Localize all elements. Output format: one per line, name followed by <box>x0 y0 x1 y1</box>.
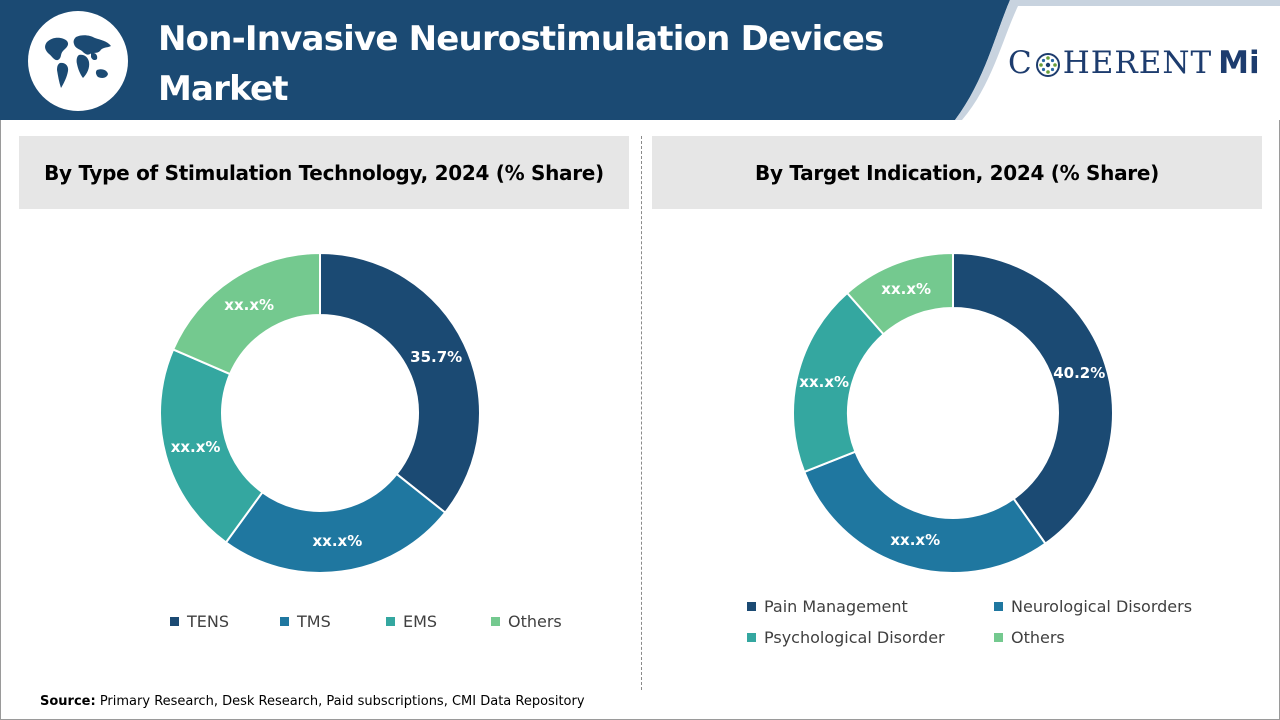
legend-label: Neurological Disorders <box>1011 597 1193 616</box>
legend-label: Psychological Disorder <box>764 628 945 647</box>
data-label-ems: xx.x% <box>171 438 221 456</box>
slice-neurological-disorders <box>802 450 1047 574</box>
data-label-psychological-disorder: xx.x% <box>799 373 849 391</box>
data-label-others: xx.x% <box>881 280 931 298</box>
logo-mi: Mi <box>1218 45 1260 81</box>
legend-swatch <box>386 617 395 626</box>
title-line-1: Non-Invasive Neurostimulation Devices <box>158 19 884 59</box>
data-label-others: xx.x% <box>224 296 274 314</box>
logo-word: HERENT <box>1062 45 1213 81</box>
legend-label: TMS <box>297 612 331 631</box>
slice-others <box>171 251 321 376</box>
source-label: Source: <box>40 694 96 709</box>
legend-swatch <box>491 617 500 626</box>
slice-others <box>845 251 954 336</box>
chart-title-left: By Type of Stimulation Technology, 2024 … <box>19 136 629 209</box>
legend-item-pain-management: Pain Management <box>747 597 908 616</box>
legend-swatch <box>994 633 1003 642</box>
donut-chart-indication: 40.2% xx.x% xx.x% xx.x% <box>792 251 1114 574</box>
data-label-tens: 35.7% <box>410 348 462 366</box>
legend-technology: TENS TMS EMS Others <box>0 600 640 660</box>
logo-letter-c: C <box>1008 45 1033 81</box>
chart-title-right: By Target Indication, 2024 (% Share) <box>652 136 1262 209</box>
data-label-pain-management: 40.2% <box>1053 364 1105 382</box>
page-title: Non-Invasive Neurostimulation Devices Ma… <box>158 14 978 114</box>
globe-icon <box>28 11 128 111</box>
legend-item-neurological-disorders: Neurological Disorders <box>994 597 1192 616</box>
legend-item-tens: TENS <box>170 612 229 631</box>
data-label-neurological-disorders: xx.x% <box>890 531 940 549</box>
logo-o-icon <box>1035 50 1061 77</box>
legend-indication: Pain Management Neurological Disorders Psy… <box>640 590 1280 660</box>
legend-label: Pain Management <box>764 597 908 616</box>
slice-tms <box>224 472 447 574</box>
panel-divider <box>641 136 642 690</box>
legend-item-others: Others <box>491 612 562 631</box>
header: Non-Invasive Neurostimulation Devices Ma… <box>0 0 1280 120</box>
legend-item-psychological-disorder: Psychological Disorder <box>747 628 945 647</box>
legend-swatch <box>747 633 756 642</box>
legend-label: Others <box>508 612 562 631</box>
legend-label: EMS <box>403 612 438 631</box>
legend-swatch <box>994 602 1003 611</box>
coherent-mi-logo: C HERENT Mi <box>1008 38 1260 88</box>
legend-swatch <box>280 617 289 626</box>
slice-pain-management <box>952 251 1114 546</box>
data-label-tms: xx.x% <box>312 532 362 550</box>
legend-item-tms: TMS <box>280 612 331 631</box>
legend-item-ems: EMS <box>386 612 437 631</box>
header-band <box>0 0 1280 120</box>
legend-swatch <box>747 602 756 611</box>
legend-item-others: Others <box>994 628 1065 647</box>
slice-tens <box>319 251 481 515</box>
legend-label: TENS <box>187 612 230 631</box>
source-text: Primary Research, Desk Research, Paid su… <box>95 694 585 709</box>
legend-label: Others <box>1011 628 1065 647</box>
legend-swatch <box>170 617 179 626</box>
donut-chart-technology: 35.7% xx.x% xx.x% xx.x% <box>159 251 481 574</box>
source-note: Source: Primary Research, Desk Research,… <box>40 694 585 709</box>
title-line-2: Market <box>158 69 289 109</box>
